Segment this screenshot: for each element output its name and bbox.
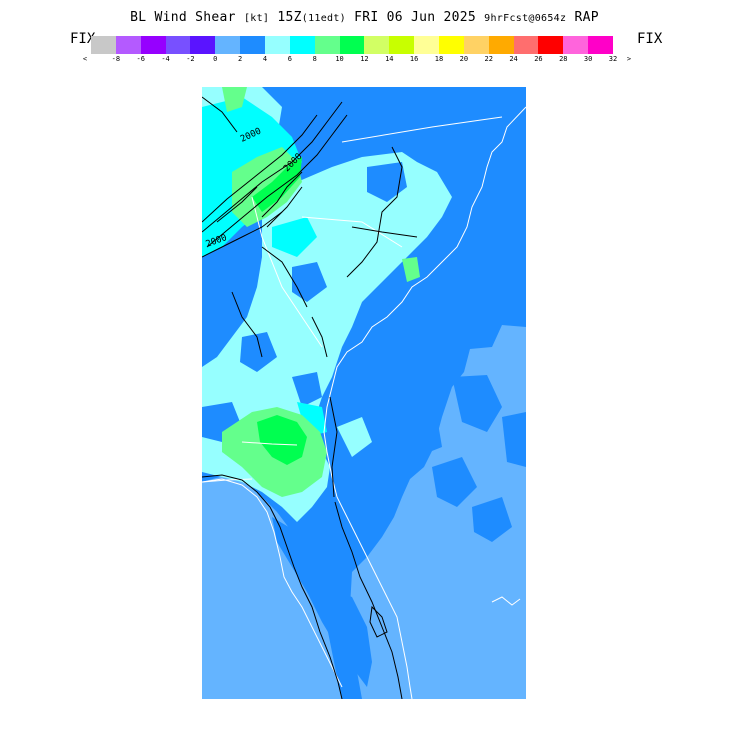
title-main: BL Wind Shear xyxy=(130,10,244,25)
legend-swatch xyxy=(190,36,216,54)
legend-swatch xyxy=(389,36,415,54)
florida-light xyxy=(202,475,342,699)
shear-hole-blue-4 xyxy=(292,372,322,407)
shear-region-green xyxy=(252,157,302,212)
legend-swatch xyxy=(364,36,390,54)
shear-patch-pale-cyan-2 xyxy=(337,417,372,457)
shear-patch-light-green-n xyxy=(222,87,247,112)
legend-swatch xyxy=(563,36,589,54)
title-local-time: (11edt) xyxy=(301,13,346,24)
shear-patch-blue-2 xyxy=(452,375,502,432)
legend-swatch xyxy=(115,36,141,54)
legend-swatch xyxy=(91,36,116,54)
legend-tick-label: < xyxy=(82,55,88,63)
legend-swatch xyxy=(538,36,564,54)
legend-swatch xyxy=(414,36,440,54)
legend-swatch xyxy=(240,36,266,54)
legend-swatch xyxy=(314,36,340,54)
legend-swatch xyxy=(588,36,614,54)
legend-tick-label: 24 xyxy=(509,55,518,63)
title-model: RAP xyxy=(566,10,599,25)
legend-tick-label: 2 xyxy=(238,55,243,63)
florida-blue xyxy=(272,517,372,687)
shear-region-green-south xyxy=(257,415,307,465)
legend-tick-label: 8 xyxy=(312,55,317,63)
legend-tick-label: 26 xyxy=(534,55,543,63)
legend-swatch xyxy=(439,36,464,54)
title-units: [kt] xyxy=(243,13,270,24)
legend-tick-label: 16 xyxy=(409,55,419,63)
shear-hole-blue-1 xyxy=(292,262,327,302)
legend-tick-label: 18 xyxy=(434,55,444,63)
shear-patch-blue-5 xyxy=(472,497,512,542)
shear-patch-light-green-ne xyxy=(402,257,420,282)
wind-shear-map: 2000 2000 2000 xyxy=(202,87,526,699)
legend-tick-label: -6 xyxy=(136,55,145,63)
fix-label-right: FIX xyxy=(637,31,663,47)
shear-patch-blue-1 xyxy=(412,342,457,387)
shear-hole-blue-5 xyxy=(367,162,407,202)
color-legend xyxy=(91,36,614,54)
legend-tick-label: 20 xyxy=(459,55,469,63)
legend-tick-label: 30 xyxy=(583,55,593,63)
legend-tick-label: 0 xyxy=(213,55,218,63)
legend-tick-label: -2 xyxy=(186,55,195,63)
legend-swatch xyxy=(265,36,290,54)
legend-swatch xyxy=(339,36,365,54)
shear-hole-blue-2 xyxy=(240,332,277,372)
legend-tick-label: 4 xyxy=(262,55,268,63)
bahamas-outline xyxy=(491,596,521,606)
black-boundaries xyxy=(202,146,418,699)
legend-tick-label: 28 xyxy=(559,55,568,63)
title-date: FRI 06 Jun 2025 xyxy=(346,10,485,25)
shear-patch-blue-6 xyxy=(502,412,526,467)
shear-patch-blue-3 xyxy=(402,417,442,457)
title-forecast: 9hrFcst@0654z xyxy=(484,13,567,24)
legend-tick-label: 22 xyxy=(484,55,493,63)
coastline xyxy=(323,106,526,699)
legend-tick-label: 32 xyxy=(608,55,618,63)
legend-swatch xyxy=(488,36,514,54)
title-time: 15Z xyxy=(269,10,302,25)
legend-tick-label: > xyxy=(626,55,632,63)
legend-tick-label: -8 xyxy=(111,55,121,63)
chart-title: BL Wind Shear [kt] 15Z(11edt) FRI 06 Jun… xyxy=(0,10,729,25)
legend-swatch xyxy=(513,36,539,54)
legend-swatch xyxy=(165,36,191,54)
contour-lines xyxy=(202,96,348,258)
legend-tick-label: 12 xyxy=(360,55,369,63)
legend-swatch xyxy=(463,36,489,54)
legend-tick-label: 10 xyxy=(335,55,344,63)
legend-swatch xyxy=(215,36,241,54)
shear-patch-blue-4 xyxy=(432,457,477,507)
shear-patch-cyan-1 xyxy=(272,217,317,257)
shear-patch-pale-cyan-1 xyxy=(322,237,367,277)
legend-swatch xyxy=(140,36,166,54)
legend-tick-labels: < -8 -6 -4 -2 0 2 4 6 8 10 12 14 16 18 20 22 24 26 28 30 32 > xyxy=(81,55,641,67)
fix-label-left: FIX xyxy=(70,31,96,47)
legend-tick-label: -4 xyxy=(161,55,170,63)
legend-tick-label: 14 xyxy=(385,55,394,63)
legend-tick-label: 6 xyxy=(287,55,292,63)
legend-swatch xyxy=(289,36,315,54)
florida-west-coast xyxy=(202,478,343,688)
state-boundaries xyxy=(202,116,503,483)
